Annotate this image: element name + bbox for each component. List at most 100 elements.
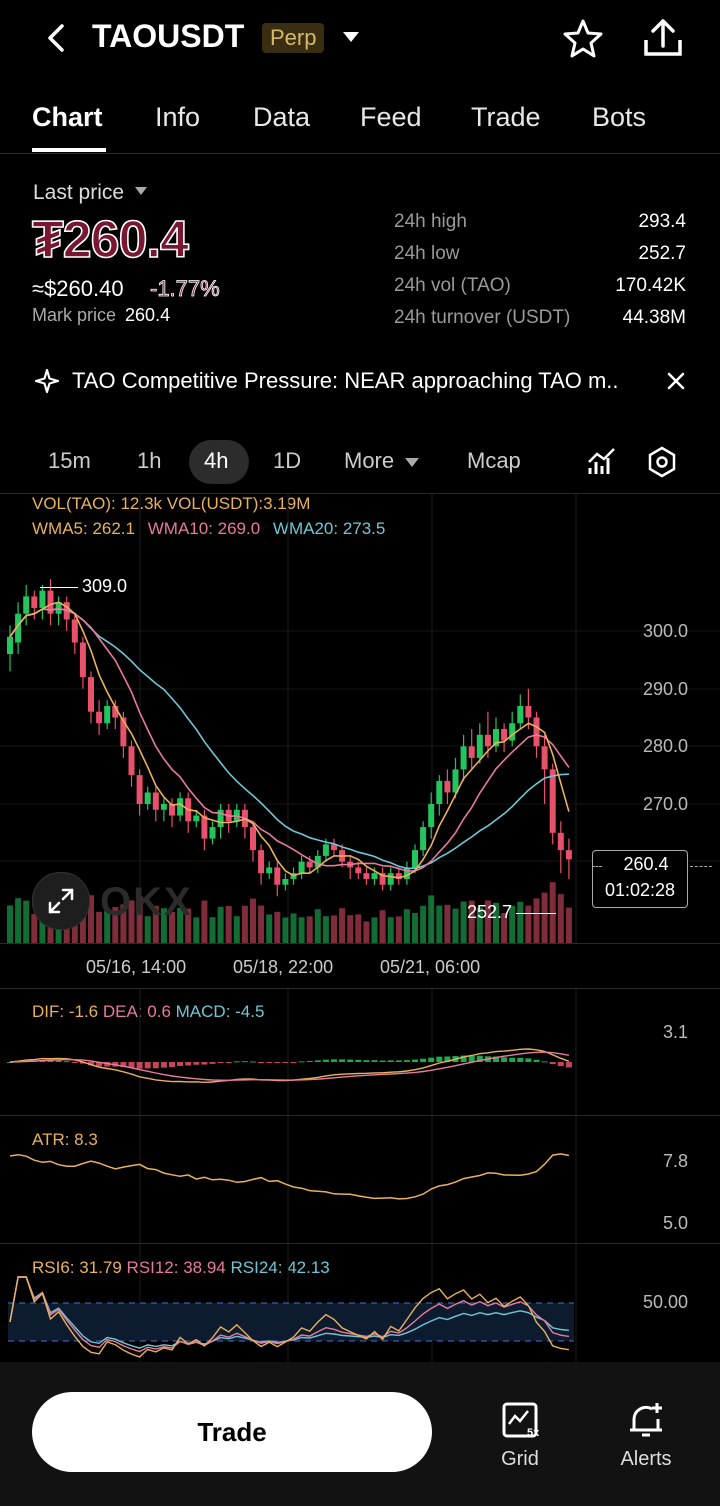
macd-histogram-bar bbox=[339, 1059, 346, 1062]
macd-histogram-bar bbox=[371, 1060, 378, 1062]
macd-histogram-bar bbox=[241, 1061, 248, 1063]
timeframe-4h[interactable]: 4h bbox=[204, 448, 229, 473]
volume-bar bbox=[525, 905, 532, 943]
volume-bar bbox=[177, 908, 184, 943]
volume-bar bbox=[79, 899, 86, 943]
volume-bar bbox=[39, 906, 46, 943]
candle-body bbox=[468, 746, 475, 758]
candle-body bbox=[31, 596, 38, 608]
macd-histogram-bar bbox=[395, 1060, 402, 1062]
macd-histogram-bar bbox=[160, 1062, 167, 1068]
timeframe-mcap[interactable]: Mcap bbox=[467, 448, 521, 473]
candle-body bbox=[363, 873, 370, 879]
timeframe-1d[interactable]: 1D bbox=[273, 448, 302, 473]
candle-body bbox=[193, 815, 200, 822]
volume-bar bbox=[241, 905, 248, 943]
volume-bar bbox=[160, 908, 167, 943]
tab-info[interactable]: Info bbox=[155, 102, 201, 132]
timeframe-more[interactable]: More bbox=[344, 448, 420, 474]
timeframe-15m[interactable]: 15m bbox=[48, 448, 91, 473]
trade-button[interactable]: Trade bbox=[32, 1392, 432, 1472]
macd-histogram-bar bbox=[420, 1058, 427, 1062]
candle-body bbox=[96, 711, 103, 724]
volume-bar bbox=[428, 895, 435, 943]
stat-label-vol: 24h vol (TAO) bbox=[394, 275, 511, 296]
macd-histogram-bar bbox=[185, 1062, 192, 1066]
caret-down-icon bbox=[405, 458, 420, 467]
volume-bar bbox=[282, 917, 289, 943]
volume-bar bbox=[185, 908, 192, 943]
svg-text:5x: 5x bbox=[527, 1427, 540, 1439]
share-icon[interactable] bbox=[642, 16, 684, 60]
volume-bar bbox=[460, 901, 467, 943]
alerts-button[interactable]: Alerts bbox=[612, 1400, 680, 1474]
current-price-tag: 260.4 01:02:28 bbox=[592, 850, 688, 908]
tab-chart[interactable]: Chart bbox=[32, 102, 103, 132]
macd-histogram-bar bbox=[533, 1059, 540, 1062]
macd-histogram-bar bbox=[201, 1062, 208, 1065]
tab-trade[interactable]: Trade bbox=[471, 102, 541, 132]
candle-body bbox=[314, 855, 321, 868]
candle-body bbox=[436, 780, 443, 804]
macd-histogram-bar bbox=[314, 1060, 321, 1062]
volume-bar bbox=[144, 916, 151, 943]
volume-bar bbox=[193, 917, 200, 943]
close-icon[interactable] bbox=[667, 372, 685, 390]
macd-histogram-bar bbox=[88, 1062, 94, 1066]
candle-body bbox=[274, 867, 281, 885]
grid-bot-icon: 5x bbox=[502, 1402, 540, 1439]
macd-histogram-bar bbox=[63, 1061, 70, 1063]
macd-histogram-bar bbox=[476, 1055, 483, 1062]
y-tick-290: 290.0 bbox=[642, 679, 688, 699]
candle-body bbox=[152, 792, 159, 810]
macd-histogram-bar bbox=[322, 1059, 329, 1062]
macd-histogram-bar bbox=[120, 1062, 127, 1068]
x-tick-3: 05/21, 06:00 bbox=[380, 957, 481, 977]
macd-histogram-bar bbox=[541, 1061, 548, 1063]
tab-feed[interactable]: Feed bbox=[360, 102, 422, 132]
volume-bar bbox=[557, 894, 564, 943]
volume-bar bbox=[549, 882, 556, 943]
macd-histogram-bar bbox=[209, 1062, 216, 1064]
news-banner[interactable]: TAO Competitive Pressure: NEAR approachi… bbox=[0, 362, 720, 402]
back-button[interactable] bbox=[40, 18, 74, 58]
candle-body bbox=[452, 769, 459, 793]
volume-bar bbox=[322, 916, 329, 943]
candle-body bbox=[484, 734, 491, 747]
timeframe-divider bbox=[0, 493, 720, 494]
tab-bots[interactable]: Bots bbox=[592, 102, 647, 132]
volume-bar bbox=[493, 902, 499, 943]
timeframe-1h[interactable]: 1h bbox=[137, 448, 162, 473]
volume-bar bbox=[112, 907, 119, 943]
macd-histogram-bar bbox=[460, 1055, 467, 1062]
symbol-title[interactable]: TAOUSDT bbox=[92, 18, 245, 54]
candle-body bbox=[565, 850, 572, 860]
macd-histogram-bar bbox=[7, 1062, 13, 1063]
candle-body bbox=[541, 746, 548, 770]
macd-histogram-bar bbox=[363, 1060, 370, 1062]
candle-body bbox=[355, 867, 362, 874]
last-price-label[interactable]: Last price bbox=[33, 181, 147, 205]
candle-body bbox=[128, 746, 135, 776]
macd-histogram-bar bbox=[266, 1062, 273, 1063]
okx-watermark-logo: OKX bbox=[100, 880, 193, 924]
macd-histogram-bar bbox=[152, 1062, 159, 1069]
grid-label: Grid bbox=[501, 1448, 539, 1470]
volume-bar bbox=[233, 916, 240, 943]
current-price-line bbox=[592, 866, 602, 867]
candle-body bbox=[71, 619, 78, 643]
atr-divider bbox=[0, 1115, 720, 1116]
macd-histogram-bar bbox=[250, 1061, 256, 1063]
macd-chart bbox=[7, 989, 577, 1115]
candle-body bbox=[169, 804, 175, 816]
expand-button[interactable] bbox=[32, 872, 90, 930]
favorite-star-icon[interactable] bbox=[562, 18, 604, 60]
grid-button[interactable]: 5x Grid bbox=[488, 1400, 552, 1474]
candle-body bbox=[476, 734, 483, 758]
macd-histogram-bar bbox=[136, 1062, 143, 1069]
candle-body bbox=[7, 636, 13, 655]
tab-data[interactable]: Data bbox=[253, 102, 311, 132]
volume-bar bbox=[201, 900, 208, 943]
macd-histogram-bar bbox=[104, 1062, 111, 1067]
candle-body bbox=[395, 873, 402, 879]
